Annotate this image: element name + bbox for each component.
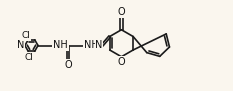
Text: O: O: [118, 7, 125, 17]
Text: O: O: [118, 57, 125, 67]
Text: NH: NH: [53, 40, 68, 51]
Text: Cl: Cl: [22, 31, 31, 40]
Text: N: N: [95, 40, 103, 51]
Text: Cl: Cl: [25, 53, 34, 62]
Text: O: O: [64, 60, 72, 70]
Text: NH: NH: [84, 40, 99, 51]
Text: N: N: [17, 40, 25, 51]
